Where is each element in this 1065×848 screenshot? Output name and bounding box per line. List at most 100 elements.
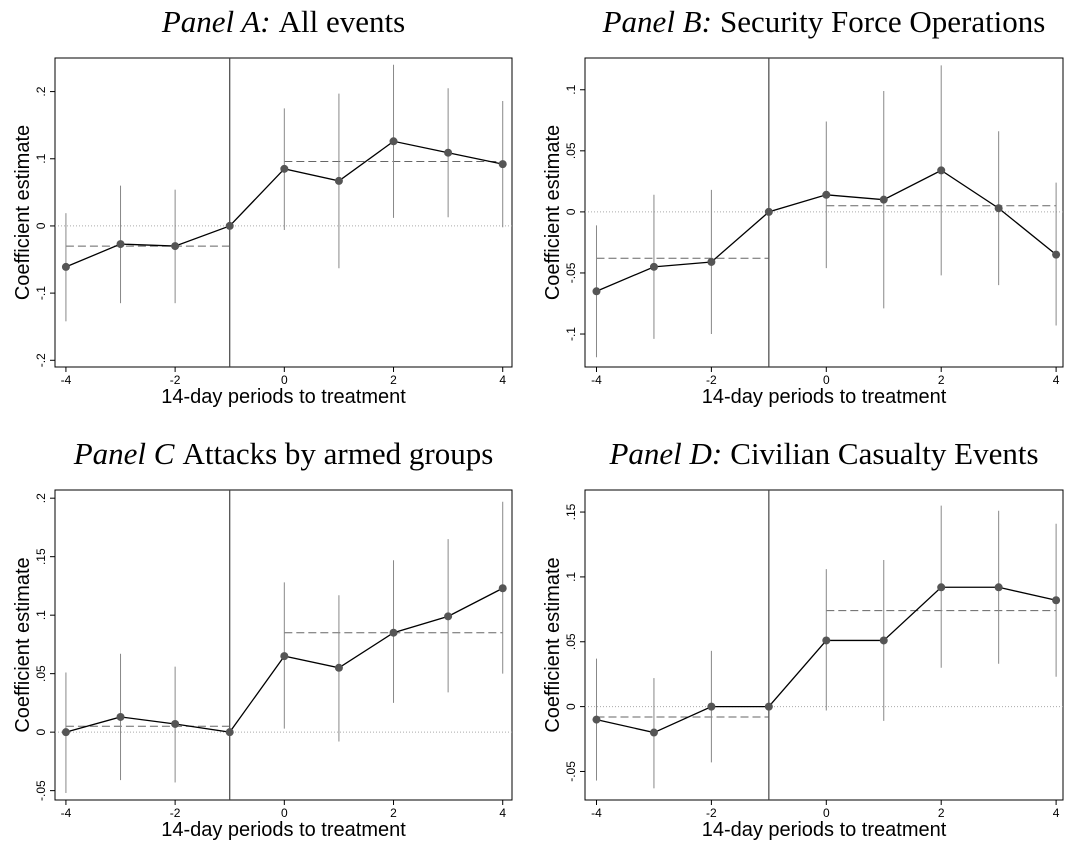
estimate-point <box>649 728 658 737</box>
x-tick-label: -4 <box>61 806 72 820</box>
estimate-point <box>994 204 1003 213</box>
y-tick-label: .1 <box>34 610 48 620</box>
estimate-point <box>822 636 831 645</box>
x-tick-label: 0 <box>823 373 830 387</box>
estimate-point <box>764 702 773 711</box>
x-axis-title: 14-day periods to treatment <box>161 819 406 841</box>
title-text: Civilian Casualty Events <box>730 436 1038 471</box>
y-tick-label: .1 <box>34 153 48 163</box>
estimate-point <box>334 663 343 672</box>
y-axis-title: Coefficient estimate <box>12 557 34 732</box>
estimate-point <box>1052 596 1061 605</box>
x-tick-label: 2 <box>938 806 945 820</box>
y-tick-label: .05 <box>564 633 578 650</box>
estimate-point <box>498 584 507 593</box>
estimate-point <box>444 612 453 621</box>
estimate-point <box>225 221 234 230</box>
estimate-point <box>879 195 888 204</box>
title-prefix: Panel D: <box>608 436 722 471</box>
y-tick-label: 0 <box>564 208 578 215</box>
x-tick-label: 2 <box>390 373 397 387</box>
panel-title: Panel A: All events <box>161 4 405 39</box>
title-text: Security Force Operations <box>720 4 1045 39</box>
estimate-point <box>389 628 398 637</box>
y-tick-label: -.1 <box>34 286 48 300</box>
estimate-point <box>994 583 1003 592</box>
estimate-point <box>444 148 453 157</box>
title-prefix: Panel A: <box>161 4 271 39</box>
panel: Panel A: All events -.2 -.1 0 .1 .2 -4 -2 0 2 4 14-d… <box>12 4 513 408</box>
estimate-point <box>649 262 658 271</box>
plot-frame <box>54 489 513 801</box>
estimate-point <box>822 190 831 199</box>
x-tick-label: -4 <box>591 806 602 820</box>
estimate-point <box>116 240 125 249</box>
estimate-point <box>1052 250 1061 259</box>
x-axis-title: 14-day periods to treatment <box>161 386 406 408</box>
y-tick-label: -.05 <box>564 262 578 283</box>
x-tick-label: 0 <box>281 806 288 820</box>
estimate-point <box>171 719 180 728</box>
x-tick-label: 2 <box>390 806 397 820</box>
estimate-point <box>707 702 716 711</box>
estimate-point <box>389 137 398 146</box>
x-tick-label: 4 <box>1053 806 1060 820</box>
y-axis-title: Coefficient estimate <box>542 557 564 732</box>
panel-title: Panel B: Security Force Operations <box>602 4 1046 39</box>
x-tick-label: -2 <box>706 373 717 387</box>
estimate-point <box>937 583 946 592</box>
y-tick-label: .2 <box>34 86 48 96</box>
estimate-point <box>707 257 716 266</box>
x-tick-label: -2 <box>170 806 181 820</box>
x-tick-label: -2 <box>706 806 717 820</box>
panel: Panel C Attacks by armed groups -.05 0 .05 .1… <box>12 436 513 841</box>
x-tick-label: 0 <box>281 373 288 387</box>
x-tick-label: 0 <box>823 806 830 820</box>
y-axis-title: Coefficient estimate <box>12 125 34 300</box>
estimate-point <box>280 164 289 173</box>
x-tick-label: 4 <box>1053 373 1060 387</box>
estimate-point <box>764 207 773 216</box>
y-axis-title: Coefficient estimate <box>542 125 564 300</box>
y-tick-label: -.2 <box>34 353 48 367</box>
estimate-point <box>592 287 601 296</box>
plot-frame <box>584 57 1064 368</box>
y-tick-label: 0 <box>564 703 578 710</box>
title-prefix: Panel B: <box>602 4 712 39</box>
y-tick-label: -.05 <box>564 761 578 782</box>
y-tick-label: .15 <box>34 548 48 565</box>
panel-title: Panel D: Civilian Casualty Events <box>608 436 1038 471</box>
plot-frame <box>54 57 513 368</box>
y-tick-label: .05 <box>564 142 578 159</box>
y-tick-label: .1 <box>564 572 578 582</box>
x-tick-label: -2 <box>170 373 181 387</box>
x-tick-label: -4 <box>591 373 602 387</box>
estimate-point <box>592 715 601 724</box>
y-tick-label: .15 <box>564 503 578 520</box>
estimate-point <box>116 712 125 721</box>
estimate-point <box>171 242 180 251</box>
estimate-point <box>280 652 289 661</box>
estimate-point <box>498 160 507 169</box>
x-tick-label: -4 <box>61 373 72 387</box>
estimate-point <box>334 176 343 185</box>
panel: Panel D: Civilian Casualty Events -.05 0 .05… <box>542 436 1064 841</box>
estimate-point <box>879 636 888 645</box>
x-tick-label: 2 <box>938 373 945 387</box>
panel: Panel B: Security Force Operations -.1 -.05… <box>542 4 1064 408</box>
x-tick-label: 4 <box>499 373 506 387</box>
x-axis-title: 14-day periods to treatment <box>702 386 947 408</box>
title-text: All events <box>279 4 406 39</box>
panel-title: Panel C Attacks by armed groups <box>73 436 494 471</box>
estimate-point <box>937 166 946 175</box>
y-tick-label: 0 <box>34 222 48 229</box>
y-tick-label: -.05 <box>34 780 48 801</box>
x-tick-label: 4 <box>499 806 506 820</box>
title-prefix: Panel C <box>73 436 175 471</box>
title-text: Attacks by armed groups <box>182 436 493 471</box>
x-axis-title: 14-day periods to treatment <box>702 819 947 841</box>
estimate-point <box>61 262 70 271</box>
estimate-point <box>225 728 234 737</box>
y-tick-label: .2 <box>34 493 48 503</box>
